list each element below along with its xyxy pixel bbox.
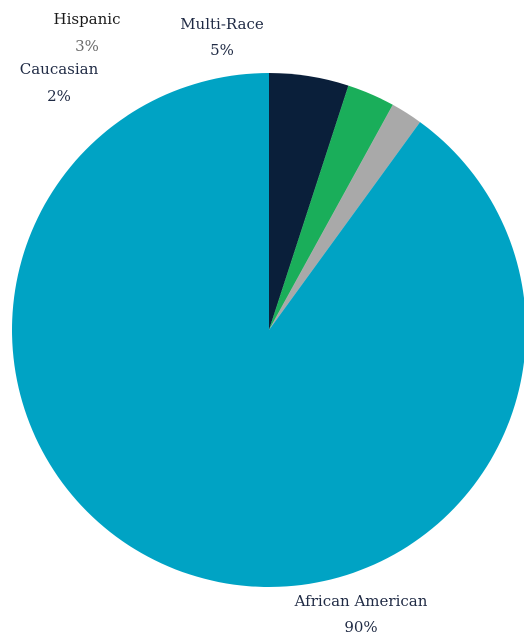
label-group-caucasian: Caucasian 2% <box>20 60 99 105</box>
slice-label-caucasian: Caucasian <box>20 60 99 78</box>
pie-slice-caucasian <box>269 104 421 330</box>
label-group-multi-race: Multi-Race 5% <box>180 15 264 59</box>
slice-value-hispanic: 3% <box>75 37 99 55</box>
pie-slice-hispanic <box>269 85 393 330</box>
slice-label-african-american: African American <box>294 592 428 610</box>
pie-slice-multi-race <box>269 73 349 330</box>
label-group-hispanic: Hispanic 3% <box>54 10 121 55</box>
pie-slice-african-american <box>12 73 524 587</box>
slice-value-african-american: 90% <box>344 618 377 635</box>
label-group-african-american: African American 90% <box>294 592 428 635</box>
slice-value-multi-race: 5% <box>210 41 234 59</box>
pie-slices <box>12 73 524 587</box>
slice-label-hispanic: Hispanic <box>54 10 121 28</box>
slice-value-caucasian: 2% <box>47 87 71 105</box>
slice-label-multi-race: Multi-Race <box>180 15 264 33</box>
